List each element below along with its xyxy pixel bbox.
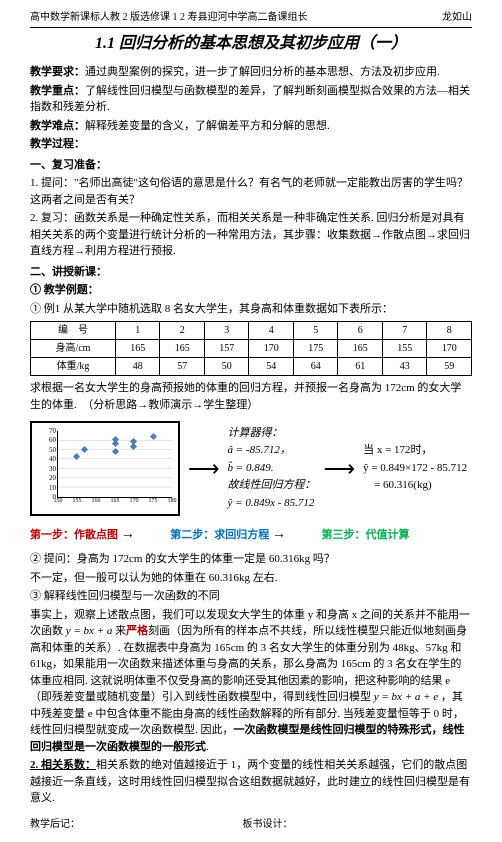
diff-text: 解释残差变量的含义，了解偏差平方和分解的思想. <box>85 120 330 132</box>
table-row: 体重/kg4857505464614359 <box>31 358 472 376</box>
calc-line: 故线性回归方程： <box>228 477 316 495</box>
step-3: 第三步：代值计算 <box>322 529 410 541</box>
cell: 身高/cm <box>31 340 116 358</box>
req-label: 教学要求： <box>30 66 85 78</box>
header-left: 高中数学新课标人教 2 版选修课 1 2 寿县迎河中学高二备课组长 <box>30 12 308 23</box>
requirement: 教学要求：通过典型案例的探究，进一步了解回归分析的基本思想、方法及初步应用. <box>30 64 472 81</box>
cell: 体重/kg <box>31 358 116 376</box>
cell: 59 <box>427 358 472 376</box>
calc-box: 计算器得： â = -85.712， b̂ = 0.849. 故线性回归方程： … <box>228 425 316 513</box>
cell: 165 <box>338 340 383 358</box>
step-2: 第二步：求回归方程 <box>170 529 269 541</box>
cell: 5 <box>293 322 338 340</box>
calc-b: b̂ = 0.849. <box>228 460 316 478</box>
arrow-icon: → <box>272 527 286 542</box>
diff-label: 教学难点： <box>30 120 85 132</box>
cell: 57 <box>160 358 205 376</box>
cell: 48 <box>115 358 160 376</box>
example-1b: 求根据一名女大学生的身高预报她的体重的回归方程，并预报一名身高为 172cm 的… <box>30 380 472 413</box>
cell: 165 <box>160 340 205 358</box>
cell: 7 <box>382 322 427 340</box>
cell: 61 <box>338 358 383 376</box>
cell: 编 号 <box>31 322 116 340</box>
cell: 4 <box>249 322 294 340</box>
calc-title: 计算器得： <box>228 425 316 443</box>
p1b: 2. 复习：函数关系是一种确定性关系，而相关关系是一种非确定性关系. 回归分析是… <box>30 210 472 260</box>
steps: 第一步：作散点图 → 第二步：求回归方程 → 第三步：代值计算 <box>30 524 472 545</box>
cell: 3 <box>204 322 249 340</box>
focus-label: 教学重点： <box>30 85 85 97</box>
footer-right: 板书设计： <box>243 817 293 832</box>
result-box: 当 x = 172时， ŷ = 0.849×172 - 85.712 = 60.… <box>363 442 467 495</box>
example-1: ① 例1 从某大学中随机选取 8 名女大学生，其身高和体重数据如下表所示： <box>30 301 472 318</box>
arrow-icon: ⟶ <box>188 452 220 485</box>
focus: 教学重点：了解线性回归模型与函数模型的差异，了解判断刻画模型拟合效果的方法—相关… <box>30 83 472 116</box>
subsection-2: 2. 相关系数：相关系数的绝对值越接近于 1，两个变量的线性相关关系越强，它们的… <box>30 757 472 807</box>
ss-label: 2. 相关系数： <box>30 759 96 771</box>
table-row: 编 号12345678 <box>31 322 472 340</box>
focus-text: 了解线性回归模型与函数模型的差异，了解判断刻画模型拟合效果的方法—相关指数和残差… <box>30 85 470 114</box>
cell: 50 <box>204 358 249 376</box>
process-label: 教学过程： <box>30 136 472 153</box>
section-1: 一、复习准备： <box>30 157 472 174</box>
cell: 43 <box>382 358 427 376</box>
cell: 54 <box>249 358 294 376</box>
arrow-icon: → <box>121 527 135 542</box>
req-text: 通过典型案例的探究，进一步了解回归分析的基本思想、方法及初步应用. <box>85 66 440 78</box>
page-title: 1.1 回归分析的基本思想及其初步应用（一） <box>30 32 472 56</box>
p1a: 1. 提问："名师出高徒"这句俗语的意思是什么？有名气的老师就一定能教出厉害的学… <box>30 175 472 208</box>
main-paragraph: 事实上，观察上述散点图，我们可以发现女大学生的体重 y 和身高 x 之间的关系并… <box>30 607 472 756</box>
step-1: 第一步：作散点图 <box>30 529 118 541</box>
arrow-icon: ⟶ <box>324 452 356 485</box>
calc-eq: ŷ = 0.849x - 85.712 <box>228 495 316 513</box>
scatter-chart: 706050403020100150155160165170175180 <box>30 421 180 516</box>
cell: 64 <box>293 358 338 376</box>
q2b: 不一定，但一般可以认为她的体重在 60.316kg 左右. <box>30 570 472 587</box>
cell: 170 <box>427 340 472 358</box>
section-2a: ① 教学例题： <box>30 282 472 299</box>
cell: 1 <box>115 322 160 340</box>
table-row: 身高/cm165165157170175165155170 <box>31 340 472 358</box>
difficulty: 教学难点：解释残差变量的含义，了解偏差平方和分解的思想. <box>30 118 472 135</box>
footer-left: 教学后记： <box>30 819 80 830</box>
res-1: 当 x = 172时， <box>363 442 467 460</box>
cell: 2 <box>160 322 205 340</box>
cell: 157 <box>204 340 249 358</box>
section-2: 二、讲授新课： <box>30 264 472 281</box>
q2c: ③ 解释线性回归模型与一次函数的不同 <box>30 588 472 605</box>
cell: 165 <box>115 340 160 358</box>
res-2: ŷ = 0.849×172 - 85.712 <box>363 460 467 478</box>
cell: 170 <box>249 340 294 358</box>
cell: 175 <box>293 340 338 358</box>
data-table: 编 号12345678 身高/cm16516515717017516515517… <box>30 321 472 376</box>
res-3: = 60.316(kg) <box>363 477 467 495</box>
q2a: ② 提问：身高为 172cm 的女大学生的体重一定是 60.316kg 吗？ <box>30 551 472 568</box>
cell: 6 <box>338 322 383 340</box>
cell: 8 <box>427 322 472 340</box>
footer: 教学后记： 板书设计： <box>30 817 472 832</box>
header-right: 龙如山 <box>442 10 472 25</box>
ss-text: 相关系数的绝对值越接近于 1，两个变量的线性相关关系越强，它们的散点图越接近一条… <box>30 759 470 804</box>
cell: 155 <box>382 340 427 358</box>
calc-a: â = -85.712， <box>228 442 316 460</box>
